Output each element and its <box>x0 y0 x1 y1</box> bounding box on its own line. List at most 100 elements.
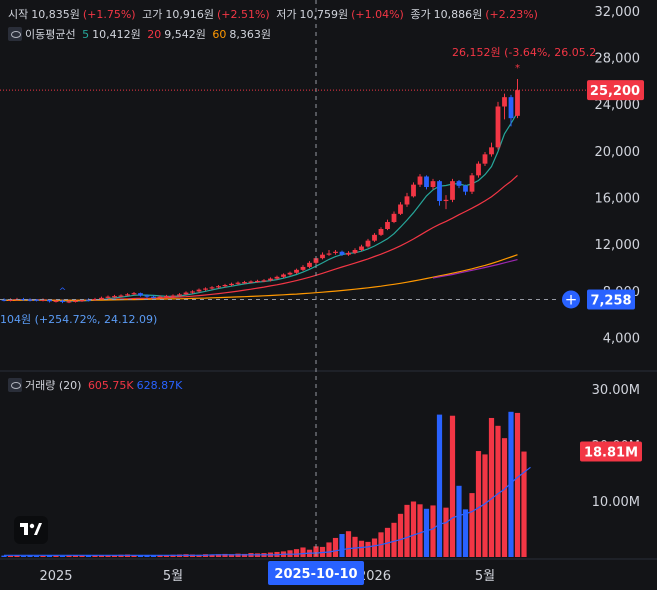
candle-body <box>463 185 468 192</box>
candle-body <box>411 184 416 197</box>
candle-body <box>105 296 111 298</box>
volume-bar <box>53 555 59 557</box>
volume-bar <box>98 555 105 557</box>
high-annotation: 26,152원 (-3.64%, 26.05.2 <box>452 46 596 59</box>
high-marker-arrow: * <box>515 63 520 74</box>
volume-legend[interactable]: 거래량 (20) 605.75K 628.87K <box>8 377 185 393</box>
volume-bar <box>443 507 449 557</box>
candle-body <box>365 240 371 247</box>
candle-body <box>281 274 286 277</box>
candle-body <box>164 296 169 298</box>
volume-bar <box>131 555 137 557</box>
candle-body <box>502 97 507 107</box>
candle-body <box>333 251 338 253</box>
ma60-period: 60 <box>212 28 227 41</box>
candle-body <box>287 272 293 275</box>
candle-body <box>216 286 221 288</box>
candle-body <box>443 199 449 202</box>
candle-body <box>229 283 234 286</box>
volume-bar <box>508 411 514 557</box>
volume-bar <box>222 553 228 557</box>
candle-body <box>307 262 312 267</box>
visibility-toggle-icon[interactable] <box>8 27 22 41</box>
volume-layer <box>1 411 531 557</box>
overlay-layer: + * 26,152원 (-3.64%, 26.05.2 104원 (+254.72%… <box>0 0 596 559</box>
candle-body <box>235 282 241 284</box>
volume-tick-label: 30.00M <box>592 383 640 398</box>
open-value: 10,835원 <box>31 8 80 21</box>
current-price-label: 25,200 <box>590 84 640 99</box>
low-label: 저가 <box>276 8 297 21</box>
candle-body <box>21 299 26 301</box>
candle-body <box>339 251 345 255</box>
volume-bar <box>345 531 352 557</box>
volume-bar <box>449 415 456 557</box>
volume-tick-label: 10.00M <box>592 495 640 510</box>
ma-legend[interactable]: 이동평균선 5 10,412원 20 9,542원 60 8,363원 <box>8 26 274 42</box>
tradingview-logo-icon[interactable] <box>14 516 48 544</box>
high-value: 10,916원 <box>165 8 214 21</box>
candle-body <box>515 90 520 116</box>
candle-body <box>1 299 7 301</box>
volume-bar <box>137 555 144 557</box>
candle-body <box>248 281 254 283</box>
candle-body <box>320 254 325 259</box>
time-tick-label: 5월 <box>475 569 495 584</box>
volume-value: 605.75K <box>87 379 134 392</box>
volume-bar <box>521 451 527 557</box>
low-marker-arrow: ^ <box>59 287 67 297</box>
current-price-badge <box>587 80 644 101</box>
candle-body <box>190 291 195 293</box>
candle-body <box>482 154 488 164</box>
low-value: 10,759원 <box>299 8 349 21</box>
candle-body <box>261 280 267 282</box>
candle-body <box>242 282 247 284</box>
candle-body <box>398 204 403 214</box>
candle-body <box>66 301 72 303</box>
close-label: 종가 <box>410 8 431 21</box>
volume-bar <box>417 504 423 557</box>
volume-bar <box>469 493 475 557</box>
time-tick-label: 2026 <box>358 569 391 584</box>
volume-bar <box>404 504 410 557</box>
low-annotation: 104원 (+254.72%, 24.12.09) <box>0 313 157 326</box>
crosshair-date-badge <box>268 561 364 585</box>
ma60-value: 8,363원 <box>229 28 271 41</box>
volume-bar <box>59 555 66 557</box>
candle-body <box>268 278 273 281</box>
candle-body <box>170 295 176 297</box>
volume-bar <box>488 417 495 557</box>
candle-body <box>60 300 65 302</box>
candle-body <box>391 213 397 222</box>
volume-bar <box>410 501 417 557</box>
price-tick-label: 24,000 <box>595 98 641 113</box>
candle-body <box>27 299 33 301</box>
volume-bar <box>475 451 482 557</box>
current-volume-label: 18.81M <box>584 446 638 461</box>
candle-body <box>385 222 390 229</box>
ohlc-legend: 시작 10,835원 (+1.75%) 고가 10,916원 (+2.51%) 저가 10… <box>8 6 541 22</box>
candle-body <box>359 246 364 250</box>
candle-body <box>417 176 423 185</box>
price-tick-label: 12,000 <box>595 238 641 253</box>
low-change: (+1.04%) <box>351 8 404 21</box>
volume-bar <box>27 555 33 557</box>
candle-body <box>138 293 143 296</box>
high-change: (+2.51%) <box>216 8 270 21</box>
volume-label: 거래량 (20) <box>25 379 82 392</box>
candle-body <box>294 269 299 273</box>
candle-body <box>183 292 189 295</box>
price-tick-label: 4,000 <box>603 332 640 347</box>
price-tick-label: 16,000 <box>595 192 641 207</box>
candle-body <box>151 296 156 298</box>
price-tick-label: 32,000 <box>595 5 641 20</box>
candle-body <box>437 181 442 201</box>
candle-body <box>112 296 117 298</box>
candle-body <box>8 299 13 301</box>
volume-visibility-icon[interactable] <box>8 378 22 392</box>
candle-body <box>157 296 163 298</box>
volume-ma-value: 628.87K <box>136 379 183 392</box>
candle-body <box>86 299 91 301</box>
time-tick-label: 2025 <box>39 569 72 584</box>
